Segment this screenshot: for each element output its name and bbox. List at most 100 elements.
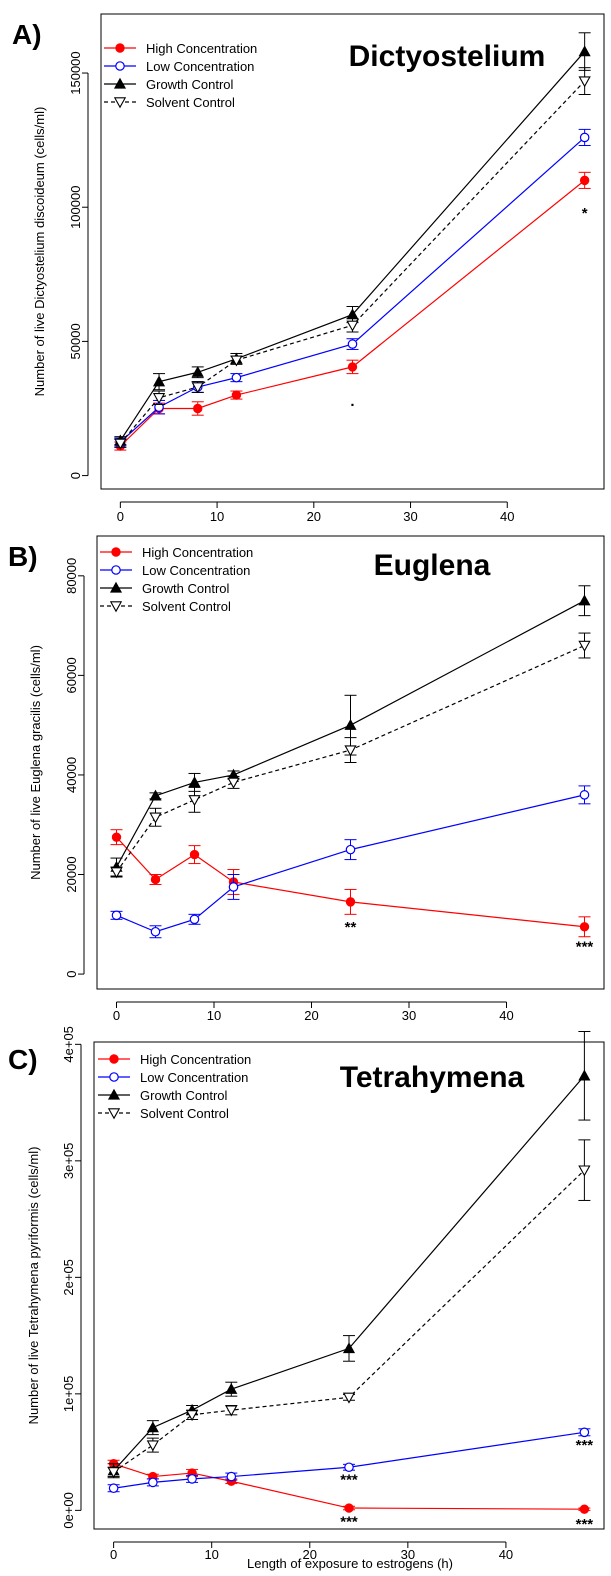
- data-point: [149, 812, 162, 824]
- x-tick-label: 30: [401, 1547, 415, 1562]
- plot-area: [100, 13, 605, 490]
- data-point: [345, 897, 356, 907]
- legend-label: Growth Control: [140, 1088, 228, 1103]
- y-tick-label: 20000: [64, 856, 79, 892]
- data-point: [189, 914, 200, 925]
- series-solvent-control: [114, 67, 591, 450]
- legend: High Concentration Low Concentration Growt…: [100, 545, 253, 614]
- data-point: [579, 790, 590, 800]
- data-point: [146, 1421, 159, 1433]
- data-point: [150, 926, 161, 937]
- x-tick-label: 30: [403, 509, 417, 524]
- series-line: [116, 836, 585, 928]
- y-axis-label: Number of live Dictyostelium discoideum …: [32, 107, 47, 397]
- data-point: [231, 372, 242, 383]
- series-line: [116, 644, 585, 873]
- data-point: [225, 1405, 238, 1417]
- x-tick-label: 40: [499, 1008, 513, 1023]
- panel-letter: B): [8, 541, 38, 572]
- chart-panel-2: B) Euglena 0 10 20 30 40 0 20000 40000 60000 80000 N…: [8, 535, 605, 1023]
- data-point: [191, 366, 204, 377]
- series-line: [115, 600, 585, 868]
- series-line: [113, 1075, 585, 1472]
- legend-label: High Concentration: [146, 41, 257, 56]
- legend-label: Low Concentration: [142, 563, 250, 578]
- chart-title: Euglena: [374, 549, 491, 582]
- x-tick-label: 20: [307, 509, 321, 524]
- legend: High Concentration Low Concentration Growt…: [98, 1052, 251, 1121]
- legend-marker: [113, 97, 127, 109]
- x-axis-label: Length of exposure to estrogens (h): [247, 1556, 453, 1571]
- data-point: [146, 1440, 159, 1452]
- series-line: [119, 51, 586, 442]
- legend-label: Solvent Control: [146, 95, 235, 110]
- data-point: [342, 1342, 356, 1354]
- data-point: [188, 776, 201, 788]
- series-line: [119, 179, 586, 447]
- data-point: [346, 320, 359, 332]
- data-point: [579, 1427, 590, 1438]
- data-point: [193, 403, 203, 414]
- data-point: [191, 382, 204, 394]
- series-growth-control: [110, 585, 591, 877]
- data-point: [578, 594, 591, 606]
- data-point: [347, 339, 358, 349]
- y-tick-label: 40000: [64, 757, 79, 793]
- data-point: [231, 390, 242, 400]
- x-tick-label: 10: [210, 509, 224, 524]
- series-line: [119, 80, 586, 444]
- series-line: [113, 1431, 585, 1489]
- legend-marker: [109, 1072, 119, 1082]
- data-point: [227, 777, 240, 789]
- data-point: [187, 1474, 197, 1484]
- legend-marker: [113, 77, 127, 89]
- data-point: [579, 132, 590, 143]
- data-point: [225, 1382, 238, 1394]
- y-tick-label: 150000: [68, 51, 83, 94]
- data-point: [344, 1503, 354, 1513]
- data-point: [578, 640, 591, 652]
- data-point: [185, 1410, 199, 1422]
- legend-label: Solvent Control: [142, 599, 231, 614]
- chart-title: Tetrahymena: [340, 1061, 525, 1094]
- x-tick-label: 40: [500, 509, 514, 524]
- chart-panel-3: C) Tetrahymena 0 10 20 30 40 0e+00 1e+05 2e+05 3e+…: [8, 1026, 605, 1562]
- data-point: [149, 789, 162, 801]
- x-tick-label: 20: [303, 1547, 317, 1562]
- x-tick-label: 40: [499, 1547, 513, 1562]
- data-point: [150, 874, 161, 885]
- data-point: [578, 76, 591, 88]
- significance-label: *: [582, 205, 588, 222]
- legend-label: Low Concentration: [140, 1070, 248, 1085]
- legend-marker: [109, 1054, 119, 1064]
- significance-label: **: [345, 919, 357, 936]
- data-point: [579, 1504, 590, 1514]
- data-point: [188, 795, 201, 807]
- y-tick-label: 0: [64, 970, 79, 977]
- legend-label: Growth Control: [142, 581, 230, 596]
- legend-label: Growth Control: [146, 77, 234, 92]
- legend-marker: [107, 1108, 121, 1120]
- y-tick-label: 0: [68, 472, 83, 479]
- y-tick-label: 100000: [68, 186, 83, 229]
- significance-label: ***: [576, 1516, 594, 1533]
- data-point: [148, 1477, 158, 1488]
- data-point: [152, 393, 166, 405]
- data-point: [111, 910, 122, 921]
- data-point: [344, 718, 357, 730]
- chart-title: Dictyostelium: [349, 40, 546, 73]
- legend-label: High Concentration: [140, 1052, 251, 1067]
- series-low-concentration: [110, 785, 591, 939]
- series-solvent-control: [107, 1139, 591, 1479]
- y-tick-label: 3e+05: [61, 1143, 76, 1180]
- y-tick-label: 4e+05: [61, 1026, 76, 1063]
- series-line: [116, 794, 585, 933]
- panel-letter: C): [8, 1044, 38, 1075]
- legend-marker: [107, 1088, 121, 1100]
- significance-label: ***: [576, 939, 594, 956]
- data-point: [344, 745, 357, 757]
- legend-marker: [111, 565, 121, 575]
- y-tick-label: 50000: [68, 323, 83, 359]
- legend-marker: [109, 581, 123, 593]
- series-low-concentration: [107, 1427, 591, 1494]
